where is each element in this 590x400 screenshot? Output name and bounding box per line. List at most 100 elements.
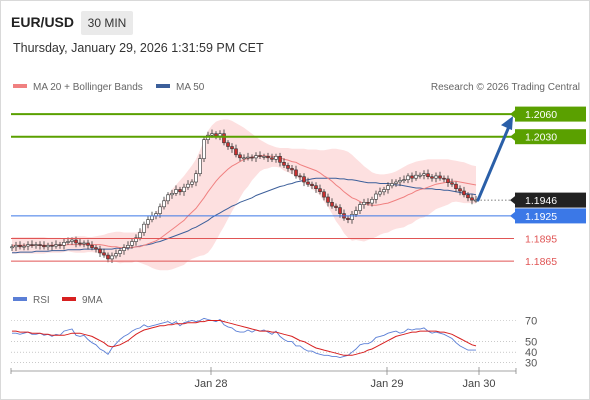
candle-body — [242, 157, 246, 160]
candle-body — [90, 245, 94, 248]
level-label-box — [515, 192, 586, 208]
candle — [174, 185, 178, 196]
candle-body — [322, 191, 326, 198]
candle-body — [10, 246, 14, 249]
forecast-arrow — [476, 122, 512, 202]
candle — [294, 165, 298, 179]
candle-body — [30, 244, 34, 246]
price-plot — [10, 119, 478, 271]
level-label-box — [515, 129, 586, 145]
candle — [270, 153, 274, 162]
candle-body — [138, 232, 142, 239]
candle-body — [198, 158, 202, 175]
candle-body — [50, 245, 54, 247]
candle-body — [458, 188, 462, 192]
candle-body — [114, 253, 118, 257]
candle — [102, 248, 106, 258]
candle — [62, 238, 66, 250]
candle-body — [426, 173, 430, 177]
header-bar: EUR/USD 30 MIN — [0, 4, 590, 35]
candle-body — [270, 157, 274, 160]
candle-body — [214, 133, 218, 137]
candle-body — [146, 219, 150, 225]
candle-body — [382, 189, 386, 193]
candle — [250, 154, 254, 162]
candle — [254, 152, 258, 162]
candle — [14, 241, 18, 251]
candle — [266, 152, 270, 162]
level-support-1.1865: 1.1865 — [11, 256, 557, 268]
candle-body — [226, 142, 230, 147]
level-label-text: 1.1895 — [525, 234, 557, 246]
candle-body — [302, 176, 306, 183]
x-tick-label: Jan 28 — [194, 378, 227, 390]
candle-body — [74, 239, 78, 244]
candle-body — [54, 244, 58, 247]
candle — [262, 153, 266, 160]
candle — [242, 154, 246, 162]
candle — [274, 153, 278, 163]
candle — [462, 186, 466, 198]
candle-body — [118, 250, 122, 254]
rsi-tick-label: 70 — [525, 316, 537, 328]
candle — [354, 206, 358, 217]
candle — [58, 241, 62, 249]
candle-body — [162, 200, 166, 208]
level-label-text: 1.1946 — [525, 195, 557, 207]
candle — [42, 241, 46, 250]
candle-body — [354, 210, 358, 215]
candle — [118, 247, 122, 257]
timeframe-button[interactable]: 30 MIN — [81, 11, 133, 35]
candle-body — [350, 214, 354, 220]
candle — [94, 244, 98, 253]
candle — [458, 185, 462, 196]
candle — [10, 244, 14, 251]
candle — [38, 241, 42, 250]
candle — [370, 196, 374, 207]
candle-body — [330, 202, 334, 207]
candle — [366, 198, 370, 206]
candle-body — [62, 242, 66, 246]
rsi-legend-swatch — [13, 297, 27, 301]
rsi-tick-label: 50 — [525, 337, 537, 349]
candle-body — [178, 189, 182, 193]
candle-body — [42, 245, 46, 248]
level-pivot-1.1925: 1.1925 — [11, 208, 586, 224]
candle-body — [130, 241, 134, 246]
candle-body — [250, 156, 254, 159]
candle-body — [410, 175, 414, 179]
candle — [122, 244, 126, 255]
candle-body — [454, 183, 458, 189]
candle — [134, 234, 138, 246]
candle — [406, 173, 410, 184]
candle — [394, 179, 398, 187]
candle — [314, 182, 318, 193]
candle — [382, 186, 386, 196]
candle — [298, 173, 302, 181]
candle-body — [394, 181, 398, 184]
candle — [234, 144, 238, 158]
x-tick-label: Jan 29 — [370, 378, 403, 390]
candle — [226, 140, 230, 150]
candle — [334, 203, 338, 211]
candle-body — [450, 182, 454, 185]
candle-body — [142, 223, 146, 233]
candle-body — [46, 245, 50, 248]
candle-body — [110, 255, 114, 260]
candle-body — [278, 156, 282, 163]
candle — [290, 165, 294, 174]
candle — [378, 187, 382, 197]
candle-body — [78, 242, 82, 245]
candle — [362, 198, 366, 209]
candle-body — [346, 217, 350, 220]
forecast-arrow-head — [501, 116, 513, 131]
candle — [450, 178, 454, 187]
candle — [454, 181, 458, 193]
level-label-box — [515, 106, 586, 122]
candle — [22, 243, 26, 251]
candle-body — [390, 183, 394, 187]
candle-body — [18, 245, 22, 248]
candle — [178, 186, 182, 196]
